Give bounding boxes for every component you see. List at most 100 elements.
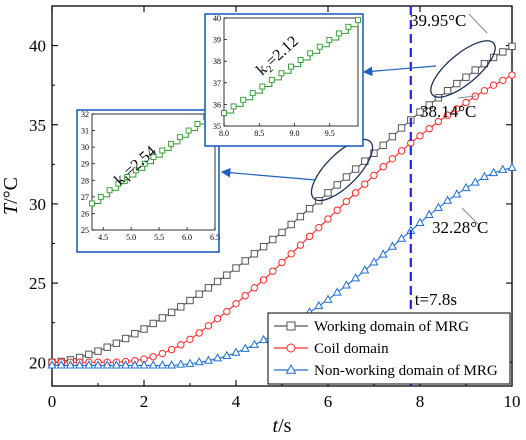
legend-box bbox=[267, 312, 511, 385]
inset-y-tick-label: 27 bbox=[81, 193, 89, 202]
data-point bbox=[194, 357, 204, 366]
inset-data-point bbox=[159, 147, 166, 154]
data-point bbox=[250, 250, 259, 258]
inset-data-point bbox=[230, 103, 237, 110]
data-point bbox=[452, 189, 462, 198]
data-point bbox=[213, 277, 222, 286]
x-tick-label: 2 bbox=[140, 392, 149, 411]
y-axis-symbol: T bbox=[0, 202, 22, 215]
data-point bbox=[479, 171, 489, 181]
inset-data-point bbox=[124, 174, 131, 180]
data-point bbox=[231, 347, 241, 356]
data-point bbox=[379, 141, 387, 150]
data-point bbox=[287, 250, 295, 258]
inset-x-tick-label: 6.0 bbox=[182, 233, 192, 242]
data-point bbox=[121, 334, 130, 343]
data-point bbox=[425, 125, 433, 133]
inset-y-tick-label: 40 bbox=[213, 14, 221, 23]
data-point bbox=[84, 360, 94, 369]
inset-y-tick-label: 29 bbox=[81, 160, 89, 169]
data-point bbox=[148, 360, 158, 369]
data-point bbox=[443, 111, 452, 119]
data-point bbox=[177, 341, 185, 349]
data-point bbox=[461, 182, 471, 192]
data-point bbox=[249, 339, 259, 348]
inset-y-tick-label: 39 bbox=[213, 36, 221, 45]
x-axis-label: t/s bbox=[273, 415, 292, 437]
data-point bbox=[507, 162, 517, 171]
data-point bbox=[232, 264, 240, 272]
data-point bbox=[259, 276, 268, 284]
data-point bbox=[333, 181, 341, 189]
data-point bbox=[470, 177, 480, 186]
inset-y-tick-label: 30 bbox=[81, 143, 89, 152]
inset-y-tick-label: 28 bbox=[81, 176, 89, 185]
data-point bbox=[369, 257, 379, 266]
inset-data-point bbox=[194, 120, 201, 127]
data-point bbox=[167, 308, 176, 317]
data-point bbox=[213, 315, 222, 323]
inset-data-point bbox=[115, 180, 122, 187]
inset-x-tick-label: 6.5 bbox=[210, 233, 220, 242]
data-point bbox=[278, 258, 286, 267]
data-point bbox=[176, 359, 186, 368]
y-axis-label: T/°C bbox=[0, 177, 22, 215]
data-point bbox=[269, 267, 277, 275]
data-point bbox=[167, 360, 177, 369]
data-point bbox=[287, 220, 295, 229]
data-point bbox=[508, 42, 516, 51]
inset-data-point bbox=[278, 70, 285, 77]
inset-y-tick-label: 31 bbox=[81, 127, 89, 136]
inset-data-point bbox=[132, 167, 139, 174]
x-axis-unit: /s bbox=[278, 415, 292, 437]
data-point bbox=[241, 292, 249, 300]
data-point bbox=[85, 350, 93, 359]
highlight-ellipses bbox=[220, 40, 496, 202]
annotations-layer: 39.95°C 38.14°C 32.28°C bbox=[410, 11, 488, 237]
x-axis-symbol: t bbox=[273, 415, 279, 437]
y-tick-label: 35 bbox=[29, 116, 46, 135]
series-2 bbox=[48, 71, 516, 366]
data-point bbox=[324, 189, 332, 197]
data-point bbox=[443, 87, 452, 95]
inset-data-point bbox=[221, 110, 227, 116]
inset-y-tick-label: 35 bbox=[213, 122, 221, 131]
data-point bbox=[278, 228, 286, 237]
data-point bbox=[177, 303, 185, 311]
inset-data-point bbox=[307, 50, 314, 57]
highlight-ellipse-1 bbox=[310, 138, 374, 202]
slope-subscript: 2 bbox=[265, 64, 276, 76]
data-point bbox=[361, 180, 369, 188]
legend-marker bbox=[286, 321, 296, 331]
data-point bbox=[351, 273, 361, 282]
inset-plot-frame bbox=[223, 17, 359, 127]
data-point bbox=[379, 163, 387, 171]
inset-x-tick-label: 5.5 bbox=[154, 233, 164, 242]
axis-labels: t/s T/°C bbox=[0, 177, 292, 437]
data-point bbox=[323, 294, 333, 303]
inset-plot-frame bbox=[91, 113, 216, 231]
data-point bbox=[489, 81, 498, 89]
data-point bbox=[387, 241, 397, 250]
data-point bbox=[462, 73, 470, 81]
arrow-to-inset-2 bbox=[362, 65, 437, 77]
data-point bbox=[112, 339, 121, 347]
data-point bbox=[259, 334, 269, 344]
inset-x-tick-label: 8.0 bbox=[219, 129, 229, 138]
data-point bbox=[223, 271, 231, 279]
inset-data-point bbox=[106, 187, 113, 194]
data-point bbox=[370, 149, 378, 157]
x-tick-label: 0 bbox=[48, 392, 57, 411]
data-point bbox=[250, 284, 259, 292]
data-point bbox=[186, 296, 194, 305]
slope-subscript: 1 bbox=[123, 174, 134, 186]
legend-label: Working domain of MRG bbox=[314, 319, 469, 335]
data-point bbox=[332, 287, 342, 296]
data-point bbox=[195, 329, 203, 337]
legend: Working domain of MRG Coil domain Non-work… bbox=[267, 312, 511, 385]
inset-data-point bbox=[249, 90, 256, 97]
data-point bbox=[130, 360, 140, 369]
data-point bbox=[489, 167, 499, 177]
